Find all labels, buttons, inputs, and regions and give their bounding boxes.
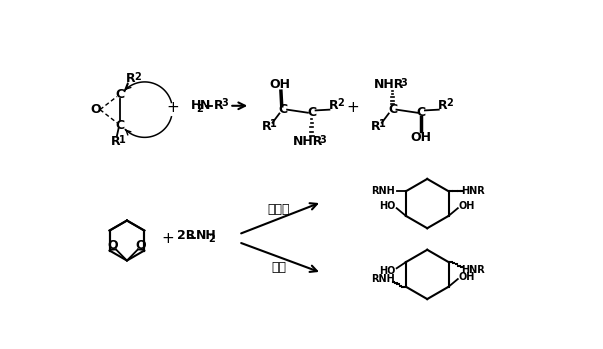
Text: HNR: HNR <box>461 186 485 196</box>
Text: N: N <box>200 99 210 112</box>
Text: NHR: NHR <box>292 135 323 148</box>
Text: 3: 3 <box>319 135 326 145</box>
Text: NHR: NHR <box>373 79 404 91</box>
Text: OH: OH <box>269 79 290 91</box>
Text: R: R <box>329 98 338 112</box>
Text: HO: HO <box>379 266 396 276</box>
Text: C: C <box>388 103 397 116</box>
Text: +: + <box>167 100 180 115</box>
Text: O: O <box>107 239 118 252</box>
Text: 2: 2 <box>134 72 141 82</box>
Text: 1: 1 <box>119 135 125 145</box>
Text: RNH: RNH <box>371 186 395 196</box>
Text: O: O <box>90 103 101 116</box>
Text: OH: OH <box>459 272 475 282</box>
Text: 1: 1 <box>270 119 277 129</box>
Text: OH: OH <box>411 131 432 144</box>
Text: C: C <box>279 103 288 116</box>
Text: 2R: 2R <box>177 229 195 243</box>
Text: 1: 1 <box>379 119 386 129</box>
Text: 3: 3 <box>222 98 229 109</box>
Text: +: + <box>346 100 359 115</box>
Text: 甲醇: 甲醇 <box>271 261 286 274</box>
Text: HO: HO <box>379 201 396 211</box>
Text: 2: 2 <box>196 104 203 114</box>
Text: 3: 3 <box>400 78 407 88</box>
Text: NH: NH <box>196 229 217 243</box>
Text: 2: 2 <box>208 234 215 244</box>
Text: C: C <box>417 106 426 119</box>
Text: R: R <box>371 120 380 133</box>
Text: C: C <box>115 88 125 101</box>
Text: 无溶剂: 无溶剂 <box>267 203 290 216</box>
Text: H: H <box>191 99 201 112</box>
Text: RNH: RNH <box>371 274 395 284</box>
Text: HNR: HNR <box>461 265 485 275</box>
Text: C: C <box>307 106 317 119</box>
Text: R: R <box>262 120 271 133</box>
Text: R: R <box>438 98 447 112</box>
Text: OH: OH <box>459 201 475 211</box>
Text: 2: 2 <box>337 98 344 108</box>
Text: 2: 2 <box>446 98 453 108</box>
Text: C: C <box>115 119 125 132</box>
Text: R: R <box>214 99 224 112</box>
Text: +: + <box>162 231 174 246</box>
Text: R: R <box>110 135 120 148</box>
Text: O: O <box>136 239 147 252</box>
Text: R: R <box>126 72 136 86</box>
